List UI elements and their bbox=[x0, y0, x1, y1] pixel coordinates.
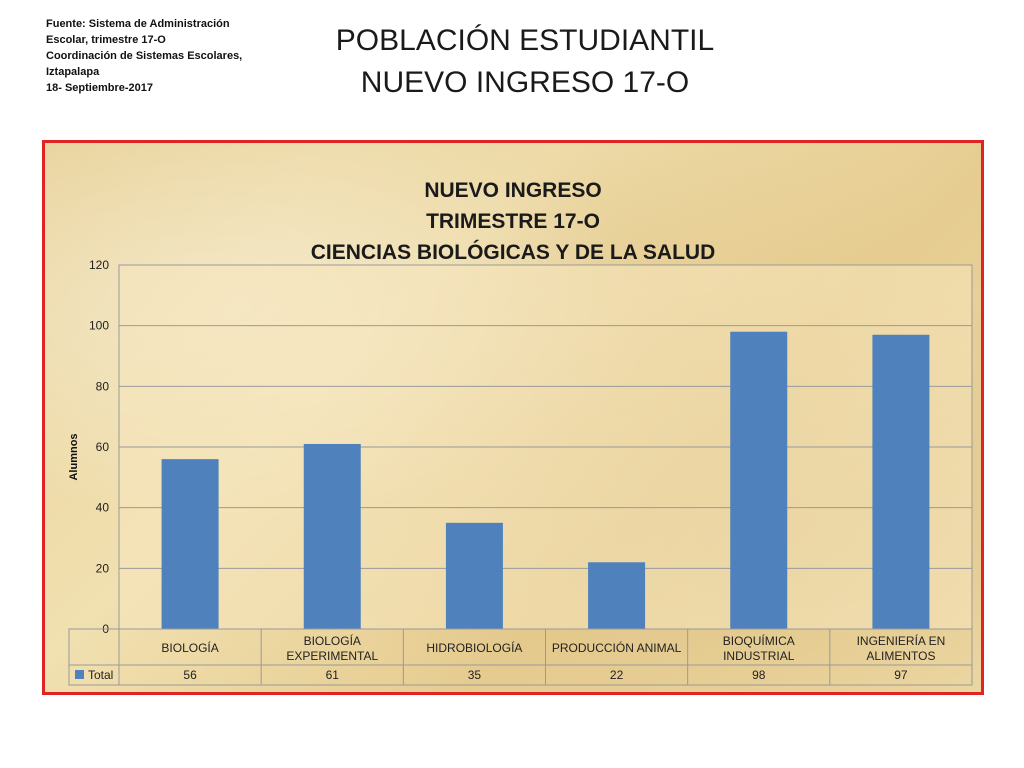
chart-title-line: TRIMESTRE 17-O bbox=[426, 210, 600, 233]
y-tick-label: 120 bbox=[89, 258, 109, 272]
bar bbox=[445, 522, 503, 629]
y-tick-label: 40 bbox=[96, 501, 110, 515]
x-category-label: INDUSTRIAL bbox=[723, 649, 795, 663]
legend-key bbox=[75, 670, 84, 679]
page-title-line1: POBLACIÓN ESTUDIANTIL bbox=[335, 24, 715, 57]
y-tick-label: 100 bbox=[89, 319, 109, 333]
bar bbox=[588, 562, 646, 629]
source-line: Iztapalapa bbox=[46, 66, 100, 78]
source-line: 18- Septiembre-2017 bbox=[46, 82, 153, 94]
data-value-label: 22 bbox=[610, 668, 624, 682]
x-category-label: INGENIERÍA EN bbox=[857, 633, 946, 648]
bar bbox=[730, 331, 788, 629]
y-tick-label: 60 bbox=[96, 440, 110, 454]
data-value-label: 56 bbox=[183, 668, 197, 682]
x-category-label: ALIMENTOS bbox=[866, 649, 935, 663]
source-line: Fuente: Sistema de Administración bbox=[46, 18, 230, 30]
y-axis-label: Alumnos bbox=[68, 433, 80, 480]
data-value-label: 98 bbox=[752, 668, 766, 682]
data-table bbox=[68, 628, 973, 686]
x-category-label: HIDROBIOLOGÍA bbox=[426, 640, 522, 655]
chart-title-line: NUEVO INGRESO bbox=[424, 179, 602, 202]
data-value-label: 61 bbox=[326, 668, 340, 682]
y-tick-label: 80 bbox=[96, 379, 110, 393]
x-category-label: BIOQUÍMICA bbox=[723, 633, 795, 648]
chart-title-line: CIENCIAS BIOLÓGICAS Y DE LA SALUD bbox=[310, 241, 716, 264]
y-tick-label: 20 bbox=[96, 561, 110, 575]
x-category-label: EXPERIMENTAL bbox=[286, 649, 378, 663]
source-note: Fuente: Sistema de Administración Escola… bbox=[46, 16, 266, 96]
source-line: Coordinación de Sistemas Escolares, bbox=[46, 50, 243, 62]
bar bbox=[872, 334, 930, 629]
source-line: Escolar, trimestre 17-O bbox=[46, 34, 166, 46]
bar bbox=[303, 443, 361, 629]
data-value-label: 97 bbox=[894, 668, 908, 682]
chart-frame: NUEVO INGRESO TRIMESTRE 17-O CIENCIAS BI… bbox=[42, 140, 984, 695]
bar bbox=[161, 459, 219, 629]
x-category-label: PRODUCCIÓN ANIMAL bbox=[552, 640, 682, 655]
x-category-label: BIOLOGÍA bbox=[304, 633, 361, 648]
page-title: POBLACIÓN ESTUDIANTIL NUEVO INGRESO 17-O bbox=[300, 20, 750, 104]
chart-title: NUEVO INGRESO TRIMESTRE 17-O CIENCIAS BI… bbox=[45, 175, 981, 268]
data-value-label: 35 bbox=[468, 668, 482, 682]
page-title-line2: NUEVO INGRESO 17-O bbox=[360, 66, 690, 99]
x-category-label: BIOLOGÍA bbox=[161, 640, 218, 655]
legend-series-name: Total bbox=[88, 668, 113, 682]
